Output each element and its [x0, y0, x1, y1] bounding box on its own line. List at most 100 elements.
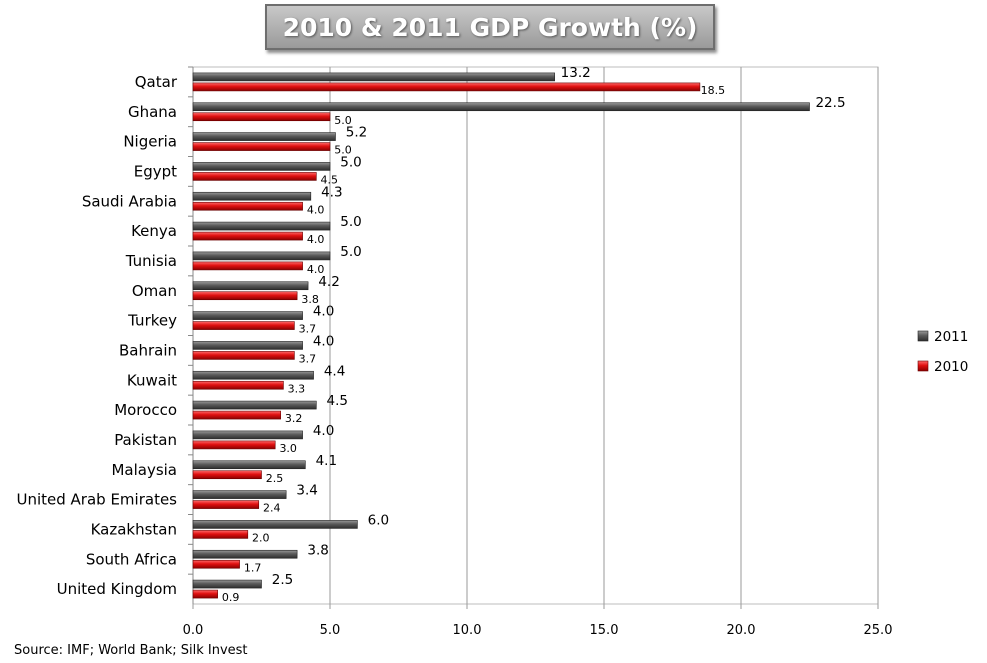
bar-2010 — [192, 201, 303, 211]
category-label: Kazakhstan — [91, 520, 177, 538]
legend-swatch — [917, 360, 929, 372]
bar-2010 — [192, 82, 701, 92]
bar-2010 — [192, 380, 284, 390]
bar-2010 — [192, 291, 298, 301]
data-label-2010: 2.0 — [252, 531, 270, 544]
bar-2011 — [192, 579, 262, 589]
bar-2011 — [192, 162, 331, 171]
bar-2010 — [192, 172, 317, 181]
chart-title: 2010 & 2011 GDP Growth (%) — [282, 12, 698, 42]
data-label-2010: 3.3 — [288, 382, 306, 395]
data-label-2011: 3.8 — [307, 542, 328, 558]
data-label-2010: 3.7 — [299, 352, 317, 365]
bar-2011 — [192, 549, 298, 559]
data-label-2010: 3.2 — [285, 412, 303, 425]
data-label-2011: 4.5 — [327, 393, 348, 409]
bar-2010 — [192, 112, 331, 122]
legend-label: 2011 — [934, 329, 968, 345]
bar-2010 — [192, 410, 281, 420]
bar-2011 — [192, 400, 317, 410]
x-tick-label: 25.0 — [864, 623, 893, 638]
legend-swatch — [917, 330, 929, 342]
bar-2011 — [192, 490, 287, 499]
data-label-2010: 2.5 — [266, 472, 284, 485]
data-label-2010: 4.5 — [321, 173, 339, 186]
bar-2011 — [192, 311, 303, 320]
category-label: United Kingdom — [57, 580, 177, 598]
source-note: Source: IMF; World Bank; Silk Invest — [14, 643, 248, 658]
data-label-2010: 4.0 — [307, 203, 325, 216]
bar-2010 — [192, 351, 295, 360]
x-tick-label: 20.0 — [727, 623, 756, 638]
category-label: South Africa — [86, 550, 177, 568]
data-label-2011: 5.2 — [346, 125, 367, 141]
data-label-2011: 3.4 — [296, 483, 317, 499]
bar-2011 — [192, 430, 303, 440]
bar-2010 — [192, 231, 303, 241]
x-tick-label: 10.0 — [453, 623, 482, 638]
data-label-2011: 5.0 — [340, 154, 361, 170]
data-label-2011: 6.0 — [368, 512, 389, 528]
bar-2010 — [192, 589, 218, 599]
data-label-2010: 5.0 — [334, 114, 352, 127]
data-label-2011: 4.2 — [318, 274, 339, 290]
x-tick-label: 0.0 — [183, 623, 204, 638]
data-label-2010: 3.8 — [301, 293, 319, 306]
bar-2011 — [192, 191, 312, 201]
data-label-2010: 4.0 — [307, 233, 325, 246]
data-label-2011: 5.0 — [340, 214, 361, 230]
category-label: Qatar — [135, 73, 178, 91]
category-label: Nigeria — [123, 133, 177, 151]
category-label: Malaysia — [111, 461, 177, 479]
category-label: Bahrain — [119, 341, 177, 359]
data-label-2010: 5.0 — [334, 144, 352, 157]
grid-lines — [188, 66, 879, 609]
legend: 2011 2010 — [917, 329, 968, 375]
legend-label: 2010 — [934, 359, 968, 375]
bar-2011 — [192, 72, 555, 82]
bar-2010 — [192, 530, 249, 539]
data-label-2010: 1.7 — [244, 561, 262, 574]
bar-2011 — [192, 102, 810, 112]
data-label-2011: 4.0 — [313, 304, 334, 320]
data-label-2011: 13.2 — [561, 65, 591, 81]
bar-2011 — [192, 251, 331, 261]
bar-2011 — [192, 341, 303, 350]
bar-2010 — [192, 500, 260, 509]
data-label-2010: 4.0 — [307, 263, 325, 276]
category-label: Oman — [132, 282, 177, 300]
bar-2011 — [192, 132, 336, 141]
bar-2011 — [192, 520, 358, 529]
category-label: Ghana — [128, 103, 177, 121]
category-label: United Arab Emirates — [16, 491, 177, 509]
bar-2010 — [192, 142, 331, 151]
category-label: Pakistan — [114, 431, 177, 449]
bar-2010 — [192, 321, 295, 330]
bar-2011 — [192, 370, 314, 380]
chart-title-box: 2010 & 2011 GDP Growth (%) — [265, 4, 715, 50]
data-label-2010: 2.4 — [263, 502, 281, 515]
data-label-2011: 5.0 — [340, 244, 361, 260]
bars — [192, 72, 810, 599]
category-label: Saudi Arabia — [82, 192, 177, 210]
bar-2011 — [192, 281, 309, 291]
category-label: Turkey — [127, 312, 177, 330]
x-tick-label: 15.0 — [590, 623, 619, 638]
data-label-2010: 18.5 — [701, 84, 726, 97]
data-label-2011: 4.0 — [313, 333, 334, 349]
data-label-2011: 2.5 — [272, 572, 293, 588]
data-label-2010: 3.0 — [279, 442, 297, 455]
bar-2011 — [192, 221, 331, 231]
data-label-2011: 4.0 — [313, 423, 334, 439]
data-label-2011: 4.3 — [321, 184, 342, 200]
labels: 0.0 5.0 10.0 15.0 20.0 25.0 Qatar 13.2 18.5 Ghana… — [16, 65, 892, 638]
data-label-2011: 4.4 — [324, 363, 345, 379]
bar-2010 — [192, 440, 276, 450]
category-label: Kenya — [131, 222, 177, 240]
x-tick-label: 5.0 — [320, 623, 341, 638]
category-label: Kuwait — [127, 371, 177, 389]
bar-2011 — [192, 460, 306, 470]
data-label-2010: 3.7 — [299, 323, 317, 336]
data-label-2010: 0.9 — [222, 591, 240, 604]
